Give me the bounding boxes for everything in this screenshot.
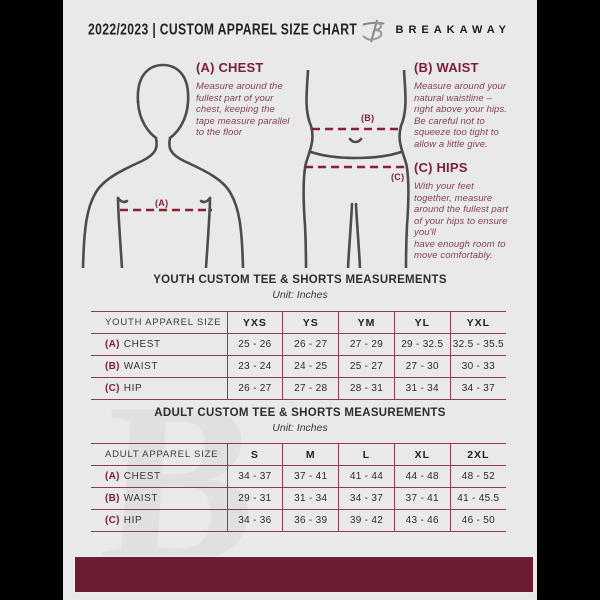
cell: 27 - 29: [338, 333, 395, 356]
row-name: CHEST: [123, 339, 161, 350]
waist-description: Measure around your natural waistline – …: [414, 81, 508, 150]
cell: 34 - 36: [226, 509, 283, 532]
row-prefix: (C): [105, 383, 120, 394]
cell: 25 - 27: [338, 355, 395, 378]
row-prefix: (C): [105, 515, 120, 526]
row-name: HIP: [123, 383, 143, 394]
cell: 24 - 25: [282, 355, 339, 378]
row-prefix: (B): [105, 493, 120, 504]
waist-line-label: (B): [361, 113, 375, 123]
row-label: (C) HIP: [91, 509, 227, 532]
chest-description: Measure around the fullest part of your …: [196, 81, 290, 138]
adult-size-table: ADULT APPAREL SIZE S M L XL 2XL (A) CHEST…: [91, 443, 506, 532]
size-header: YXS: [226, 311, 283, 334]
row-prefix: (A): [105, 471, 120, 482]
size-chart-document: B 2022/2023 | CUSTOM APPAREL SIZE CHART …: [63, 0, 537, 600]
adult-table-title: ADULT CUSTOM TEE & SHORTS MEASUREMENTS: [154, 407, 446, 419]
chest-heading: (A) CHEST: [196, 60, 264, 75]
cell: 46 - 50: [449, 509, 506, 532]
size-header: YS: [282, 311, 339, 334]
youth-waist-row: (B) WAIST 23 - 24 24 - 25 25 - 27 27 - 30…: [91, 355, 506, 378]
row-prefix: (B): [105, 361, 120, 372]
cell: 30 - 33: [449, 355, 506, 378]
cell: 28 - 31: [338, 377, 395, 400]
cell: 41 - 44: [338, 465, 395, 488]
cell: 34 - 37: [449, 377, 506, 400]
cell: 27 - 28: [282, 377, 339, 400]
adult-waist-row: (B) WAIST 29 - 31 31 - 34 34 - 37 37 - 41…: [91, 487, 506, 510]
row-name: WAIST: [123, 493, 159, 504]
footer-accent-bar: [75, 557, 533, 592]
cell: 37 - 41: [393, 487, 451, 510]
size-header: YL: [393, 311, 451, 334]
row-label: (A) CHEST: [91, 333, 227, 356]
upper-body-figure: [81, 63, 245, 268]
cell: 23 - 24: [226, 355, 283, 378]
row-name: CHEST: [123, 471, 161, 482]
cell: 29 - 31: [226, 487, 283, 510]
size-header: M: [282, 443, 339, 466]
cell: 44 - 48: [393, 465, 451, 488]
cell: 31 - 34: [393, 377, 451, 400]
youth-size-table: YOUTH APPAREL SIZE YXS YS YM YL YXL (A) C…: [91, 311, 506, 400]
waist-instructions: (B) WAIST Measure around your natural wa…: [414, 60, 526, 150]
row-prefix: (A): [105, 339, 120, 350]
adult-table-unit: Unit: Inches: [272, 422, 328, 434]
cell: 26 - 27: [226, 377, 283, 400]
adult-size-col-header: ADULT APPAREL SIZE: [91, 443, 227, 466]
row-label: (C) HIP: [91, 377, 227, 400]
chest-instructions: (A) CHEST Measure around the fullest par…: [196, 60, 304, 139]
row-name: HIP: [123, 515, 143, 526]
adult-chest-row: (A) CHEST 34 - 37 37 - 41 41 - 44 44 - 48…: [91, 465, 506, 488]
cell: 43 - 46: [393, 509, 451, 532]
cell: 41 - 45.5: [449, 487, 506, 510]
row-label: (A) CHEST: [91, 465, 227, 488]
youth-header-row: YOUTH APPAREL SIZE YXS YS YM YL YXL: [91, 311, 506, 334]
row-name: WAIST: [123, 361, 159, 372]
youth-hip-row: (C) HIP 26 - 27 27 - 28 28 - 31 31 - 34 3…: [91, 377, 506, 400]
cell: 36 - 39: [282, 509, 339, 532]
cell: 27 - 30: [393, 355, 451, 378]
hips-heading: (C) HIPS: [414, 160, 468, 175]
size-header: S: [226, 443, 283, 466]
youth-size-col-header: YOUTH APPAREL SIZE: [91, 311, 227, 334]
hips-description: With your feet together, measure around …: [414, 181, 509, 261]
cell: 25 - 26: [226, 333, 283, 356]
hips-instructions: (C) HIPS With your feet together, measur…: [414, 160, 528, 262]
breakaway-logo-icon: [362, 19, 384, 43]
brand-block: BREAKAWAY: [361, 17, 512, 43]
lower-body-figure: [302, 70, 410, 268]
chest-line-label: (A): [155, 198, 169, 208]
youth-chest-row: (A) CHEST 25 - 26 26 - 27 27 - 29 29 - 32…: [91, 333, 506, 356]
size-header: XL: [393, 443, 451, 466]
cell: 34 - 37: [226, 465, 283, 488]
brand-name: BREAKAWAY: [395, 24, 511, 36]
cell: 48 - 52: [449, 465, 506, 488]
cell: 39 - 42: [338, 509, 395, 532]
youth-table-title: YOUTH CUSTOM TEE & SHORTS MEASUREMENTS: [153, 274, 447, 286]
youth-table-unit: Unit: Inches: [272, 289, 328, 301]
cell: 34 - 37: [338, 487, 395, 510]
size-header: YM: [338, 311, 395, 334]
size-header: YXL: [449, 311, 506, 334]
adult-header-row: ADULT APPAREL SIZE S M L XL 2XL: [91, 443, 506, 466]
row-label: (B) WAIST: [91, 355, 227, 378]
cell: 29 - 32.5: [393, 333, 451, 356]
cell: 26 - 27: [282, 333, 339, 356]
row-label: (B) WAIST: [91, 487, 227, 510]
cell: 32.5 - 35.5: [449, 333, 506, 356]
adult-hip-row: (C) HIP 34 - 36 36 - 39 39 - 42 43 - 46 4…: [91, 509, 506, 532]
cell: 37 - 41: [282, 465, 339, 488]
size-header: 2XL: [449, 443, 506, 466]
cell: 31 - 34: [282, 487, 339, 510]
waist-heading: (B) WAIST: [414, 60, 479, 75]
page-title: 2022/2023 | CUSTOM APPAREL SIZE CHART: [88, 21, 358, 39]
size-header: L: [338, 443, 395, 466]
hips-line-label: (C): [391, 172, 405, 182]
